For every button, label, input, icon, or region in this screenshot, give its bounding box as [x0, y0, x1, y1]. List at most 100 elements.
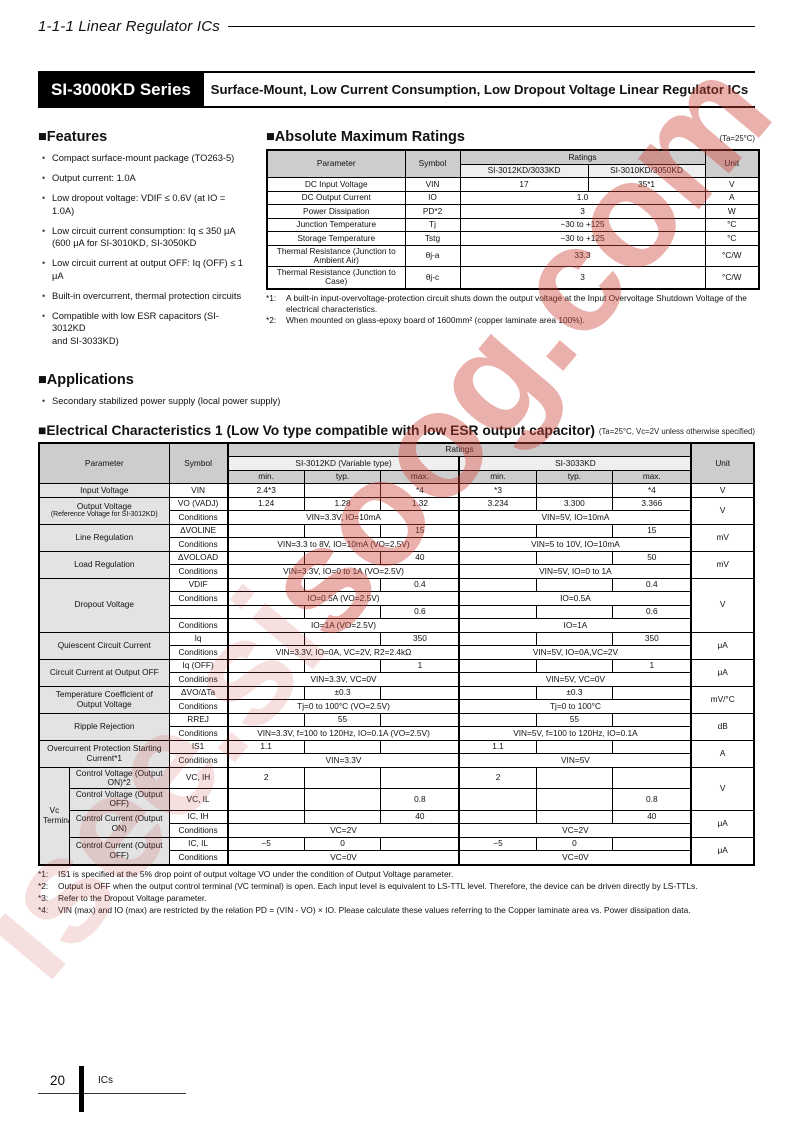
- c-min1: [226, 712, 305, 728]
- c-min1: [226, 631, 305, 647]
- row-line-regulation: Line Regulation ΔVOLINE 15 15 mV: [38, 523, 755, 552]
- c-min2: [458, 685, 537, 701]
- c-param: Ripple Rejection: [38, 712, 170, 741]
- feature-item: Built-in overcurrent, thermal protection…: [42, 290, 250, 303]
- c-typ2: [535, 739, 614, 755]
- c-unit: μA: [690, 658, 755, 687]
- row-temp-coeff: Temperature Coefficient of Output Voltag…: [38, 685, 755, 714]
- c-condlabel: Conditions: [168, 564, 229, 579]
- c-condlabel: Conditions: [168, 823, 229, 838]
- c-min2: *3: [458, 483, 537, 498]
- elec-table: Parameter Symbol Ratings Unit SI-3012KD …: [38, 441, 755, 866]
- elec-header-row2: SI-3012KD (Variable type) SI-3033KD: [39, 456, 754, 471]
- c-condlabel: Conditions: [168, 850, 229, 866]
- c-param: Storage Temperature: [266, 231, 406, 246]
- table-row: Thermal Resistance (Junction to Ambient …: [266, 244, 760, 268]
- c-min2: [458, 712, 537, 728]
- note: *1: A built-in input-overvoltage-protect…: [266, 293, 755, 315]
- c-max2: 3.366: [612, 496, 692, 512]
- c-max1-h: max.: [380, 469, 460, 485]
- c-cond1: VC=2V: [226, 823, 460, 838]
- c-max1: 0.6: [380, 604, 460, 620]
- c-param: Line Regulation: [38, 523, 170, 552]
- c-cond1: Tj=0 to 100°C (VO=2.5V): [226, 699, 460, 714]
- features-list: Compact surface-mount package (TO263-5) …: [38, 152, 250, 348]
- c-val: −30 to +125: [459, 217, 706, 232]
- c-max2: [612, 739, 692, 755]
- row-vc-cv-on: Vc Terminal Control Voltage (Output ON)*…: [38, 766, 755, 866]
- c-min2: [458, 788, 537, 811]
- page-number: 20: [50, 1072, 66, 1088]
- c-min2: [458, 577, 537, 593]
- note-text: IS1 is specified at the 5% drop point of…: [58, 868, 454, 879]
- c-param: DC Output Current: [266, 190, 406, 205]
- note-marker: *4:: [38, 904, 49, 915]
- c-param: Input Voltage: [38, 483, 170, 498]
- note: *2: When mounted on glass-epoxy board of…: [266, 315, 755, 326]
- title-bar: SI-3000KD Series Surface-Mount, Low Curr…: [38, 71, 755, 108]
- c-typ2: 3.300: [535, 496, 614, 512]
- abs-max-section: ■Absolute Maximum Ratings (Ta=25°C) Para…: [266, 129, 761, 327]
- c-cond2: VIN=5V, f=100 to 120Hz, IO=0.1A: [458, 726, 692, 741]
- feature-item: Compatible with low ESR capacitors (SI-3…: [42, 310, 250, 348]
- c-param: Dropout Voltage: [38, 577, 170, 633]
- c-unit: °C: [704, 217, 760, 232]
- note-text: Output is OFF when the output control te…: [58, 880, 698, 891]
- c-typ1: [303, 631, 382, 647]
- c-unit: mV/°C: [690, 685, 755, 714]
- features-heading: ■Features: [38, 129, 108, 145]
- note-text: When mounted on glass-epoxy board of 160…: [286, 315, 585, 326]
- c-typ2: [535, 550, 614, 566]
- c-cond2: VIN=5 to 10V, IO=10mA: [458, 537, 692, 552]
- c-group2-h: SI-3010KD/3050KD: [587, 163, 706, 178]
- c-min2: −5: [458, 836, 537, 852]
- c-min2: [458, 658, 537, 674]
- page-footer: 20 ICs: [38, 1066, 186, 1112]
- c-max1: 1.32: [380, 496, 460, 512]
- elec-condition: (Ta=25°C, Vc=2V unless otherwise specifi…: [598, 426, 755, 436]
- c-cond1: IO=1A (VO=2.5V): [226, 618, 460, 633]
- abs-max-table: Parameter Symbol Ratings Unit SI-3012KD/…: [266, 149, 761, 290]
- c-symbol: VC, IL: [168, 788, 229, 811]
- c-max1: [380, 836, 460, 852]
- c-param: Control Voltage (Output OFF): [68, 788, 170, 811]
- note-marker: *2:: [38, 880, 49, 891]
- doc-header: 1-1-1 Linear Regulator ICs: [38, 18, 755, 35]
- c-cond2: VIN=5V, VC=0V: [458, 672, 692, 687]
- param-sub: (Reference Voltage for SI-3012KD): [50, 511, 158, 519]
- features-section: ■Features Compact surface-mount package …: [38, 129, 250, 355]
- c-max1: [380, 712, 460, 728]
- c-symbol: RREJ: [168, 712, 229, 728]
- c-condlabel: Conditions: [168, 726, 229, 741]
- c-typ1: [303, 577, 382, 593]
- elec-header-row3: min. typ. max. min. typ. max.: [39, 469, 754, 485]
- c-min2: 1.1: [458, 739, 537, 755]
- row-vc-cc-on: Control Current (Output ON) IC, IH 40 40…: [39, 809, 755, 838]
- row-vc-cc-off-cond: Conditions VC=0V VC=0V: [39, 850, 754, 866]
- c-condlabel: Conditions: [168, 510, 229, 525]
- c-max2: 350: [612, 631, 692, 647]
- c-symbol: θj-a: [404, 244, 461, 268]
- c-unit: °C/W: [704, 244, 760, 268]
- c-max1: 350: [380, 631, 460, 647]
- c-symbol: VO (VADJ): [168, 496, 229, 512]
- note-text: A built-in input-overvoltage-protection …: [286, 292, 747, 314]
- c-max2: [612, 766, 692, 790]
- c-max2: 40: [612, 809, 692, 825]
- c-group1-h: SI-3012KD/3033KD: [459, 163, 589, 178]
- c-symbol: Iq (OFF): [168, 658, 229, 674]
- c-vc-group: Vc Terminal: [38, 766, 70, 866]
- abs-header-row: Parameter Symbol Ratings Unit: [266, 149, 760, 178]
- c-min2: 3.234: [458, 496, 537, 512]
- c-param: Overcurrent Protection Starting Current*…: [38, 739, 170, 768]
- note-marker: *1:: [38, 868, 49, 879]
- c-symbol: Tstg: [404, 231, 461, 246]
- c-unit: μA: [690, 836, 755, 866]
- c-cond1: VIN=3.3V, IO=0 to 1A (VO=2.5V): [226, 564, 460, 579]
- c-unit: W: [704, 204, 760, 219]
- param-main: Output Voltage: [76, 501, 132, 512]
- c-symbol: VIN: [404, 177, 461, 192]
- c-max1: 40: [380, 550, 460, 566]
- c-max1: 1: [380, 658, 460, 674]
- c-cond2: VIN=5V, IO=10mA: [458, 510, 692, 525]
